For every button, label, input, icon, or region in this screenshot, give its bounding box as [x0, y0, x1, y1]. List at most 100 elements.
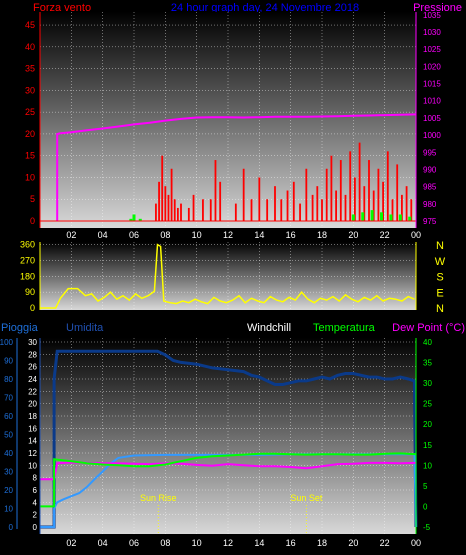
rain-axis-tick-label: 40 — [4, 449, 13, 458]
pressure-axis-tick-label: 1020 — [423, 62, 441, 71]
wind-bar — [299, 203, 301, 221]
rain-axis-tick-label: 90 — [4, 357, 13, 366]
gust-bar — [129, 218, 133, 221]
temperature-line — [40, 452, 417, 508]
humidity-axis-tick-label: 24 — [28, 375, 37, 384]
gust-bar — [361, 212, 365, 221]
temperature-axis-tick-label: 20 — [423, 420, 432, 429]
humidity-axis-tick-label: 20 — [28, 400, 37, 409]
wind-bar — [164, 186, 167, 221]
compass-label: S — [436, 272, 443, 284]
dewpoint-title: Dew Point (°C) — [392, 322, 465, 334]
temperature-time-tick-label: 06 — [129, 538, 139, 548]
wind-bar — [330, 155, 333, 221]
graph-title: 24 hour graph day, 24 Novembre 2018 — [171, 2, 359, 14]
gust-bar — [132, 214, 136, 221]
temperature-plot-area — [40, 338, 416, 534]
humidity-axis-tick-label: 8 — [33, 474, 38, 483]
pressure-title: Pressione — [413, 2, 462, 14]
wind-bar — [396, 164, 399, 221]
wind-bar — [405, 186, 408, 221]
wind-bar — [311, 194, 314, 221]
wind-bar — [209, 199, 212, 221]
temperature-time-tick-label: 08 — [160, 538, 170, 548]
wind-bar — [214, 160, 217, 221]
wind-bar — [176, 207, 179, 221]
pressure-axis-tick-label: 990 — [423, 165, 437, 174]
wind-time-tick-label: 16 — [286, 230, 296, 240]
temperature-axis-tick-label: 0 — [423, 502, 428, 511]
rain-axis-tick-label: 100 — [0, 338, 14, 347]
rain-title: Pioggia — [1, 322, 39, 334]
rain-axis-tick-label: 60 — [4, 412, 13, 421]
humidity-axis-tick-label: 4 — [33, 498, 38, 507]
pressure-axis-tick-label: 975 — [423, 217, 437, 226]
direction-degree-axis: 0 90 180 270 360 — [20, 240, 35, 313]
temperature-title: Temperatura — [313, 322, 376, 334]
temperature-time-tick-label: 20 — [348, 538, 358, 548]
wind-time-tick-label: 04 — [98, 230, 108, 240]
wind-bar — [192, 194, 195, 221]
wind-bar — [158, 181, 160, 221]
gust-bar — [398, 214, 402, 221]
wind-bar — [187, 207, 190, 221]
wind-bar — [280, 199, 283, 221]
wind-bar — [274, 186, 276, 221]
wind-axis-tick-label: 20 — [25, 129, 35, 139]
wind-bar — [234, 203, 237, 221]
compass-label: E — [436, 287, 443, 299]
pressure-line — [56, 113, 417, 221]
wind-bars — [155, 142, 413, 221]
direction-axis-tick-label: 90 — [25, 287, 35, 297]
wind-bar — [363, 186, 366, 221]
gust-bars — [129, 210, 412, 221]
gust-bar — [380, 212, 384, 221]
direction-axis-tick-label: 180 — [20, 271, 35, 281]
sun-events: Sun Rise Sun Set — [140, 493, 323, 534]
compass-label: N — [436, 303, 444, 315]
humidity-title: Umidita — [66, 322, 104, 334]
wind-bar — [305, 168, 308, 221]
wind-axis-tick-label: 40 — [25, 42, 35, 52]
wind-time-tick-label: 06 — [129, 230, 139, 240]
humidity-axis-tick-label: 16 — [28, 424, 37, 433]
gust-bar — [138, 218, 142, 221]
humidity-axis-tick-label: 28 — [28, 350, 37, 359]
wind-bar — [242, 168, 245, 221]
rain-axis-tick-label: 20 — [4, 486, 13, 495]
wind-axis-tick-label: 35 — [25, 64, 35, 74]
temperature-time-tick-label: 18 — [317, 538, 327, 548]
wind-time-tick-label: 10 — [192, 230, 202, 240]
wind-axis-tick-label: 30 — [25, 85, 35, 95]
wind-bar — [250, 199, 253, 221]
temperature-axis-tick-label: 10 — [423, 461, 432, 470]
wind-bar — [358, 142, 361, 221]
temperature-time-tick-label: 00 — [411, 538, 421, 548]
wind-time-tick-label: 00 — [411, 230, 421, 240]
sun-event-label: Sun Rise — [140, 493, 177, 503]
wind-bar — [202, 199, 204, 221]
wind-bar — [180, 203, 182, 221]
humidity-line — [40, 349, 418, 529]
direction-axis-tick-label: 360 — [20, 240, 35, 250]
wind-axis-tick-label: 25 — [25, 107, 35, 117]
wind-bar — [219, 181, 222, 221]
pressure-axis-tick-label: 1015 — [423, 80, 441, 89]
rain-axis-tick-label: 50 — [4, 431, 13, 440]
humidity-axis-tick-label: 14 — [28, 437, 37, 446]
wind-axis-tick-label: 10 — [25, 172, 35, 182]
pressure-axis-tick-label: 1030 — [423, 28, 441, 37]
rain-axis-tick-label: 80 — [4, 375, 13, 384]
wind-time-tick-label: 22 — [380, 230, 390, 240]
wind-axis-tick-label: 45 — [25, 20, 35, 30]
wind-bar — [372, 190, 375, 221]
temperature-time-tick-label: 16 — [286, 538, 296, 548]
wind-time-tick-label: 20 — [348, 230, 358, 240]
wind-bar — [316, 186, 319, 221]
wind-time-tick-label: 02 — [66, 230, 76, 240]
direction-grid — [40, 242, 417, 310]
wind-bar — [391, 199, 394, 221]
wind-bar — [410, 199, 413, 221]
